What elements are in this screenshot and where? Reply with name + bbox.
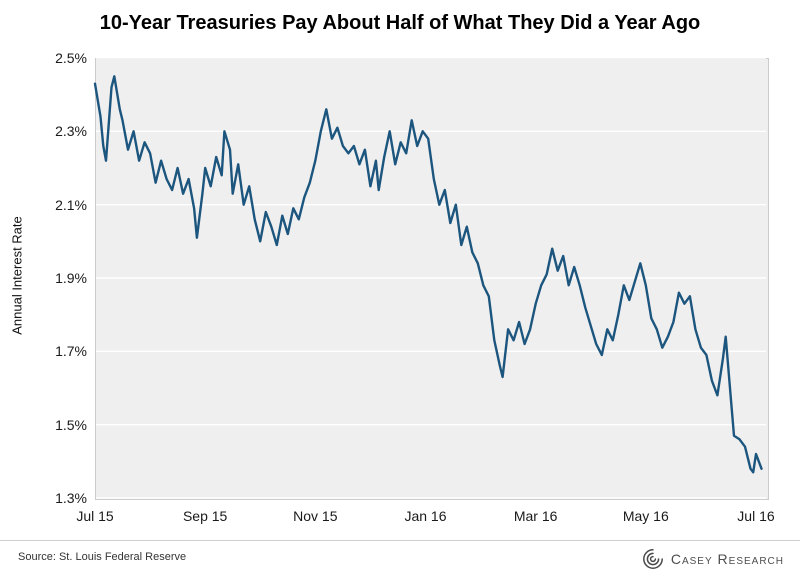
y-tick-label: 1.5% [55, 416, 87, 433]
brand-name: Casey Research [670, 551, 784, 567]
y-tick-label: 1.7% [55, 343, 87, 360]
x-tick-label: Jul 16 [737, 508, 775, 524]
y-tick-label: 1.3% [55, 490, 87, 506]
x-tick-label: Nov 15 [293, 508, 338, 524]
source-note: Source: St. Louis Federal Reserve [18, 551, 187, 563]
brand-logo: Casey Research [641, 547, 784, 571]
y-tick-label: 2.3% [55, 123, 87, 140]
y-tick-label: 2.1% [55, 196, 87, 213]
x-tick-label: May 16 [622, 508, 669, 524]
x-tick-label: Sep 15 [182, 508, 228, 524]
chart-title: 10-Year Treasuries Pay About Half of Wha… [99, 12, 701, 34]
x-tick-label: Jul 15 [76, 508, 114, 524]
casey-research-logo-icon [642, 549, 663, 569]
series-line [93, 75, 763, 474]
y-tick-label: 2.5% [55, 50, 87, 66]
x-tick-label: Jan 16 [404, 508, 447, 524]
x-tick-label: Mar 16 [513, 508, 558, 524]
y-tick-label: 1.9% [55, 270, 87, 286]
footer-divider [0, 540, 800, 541]
